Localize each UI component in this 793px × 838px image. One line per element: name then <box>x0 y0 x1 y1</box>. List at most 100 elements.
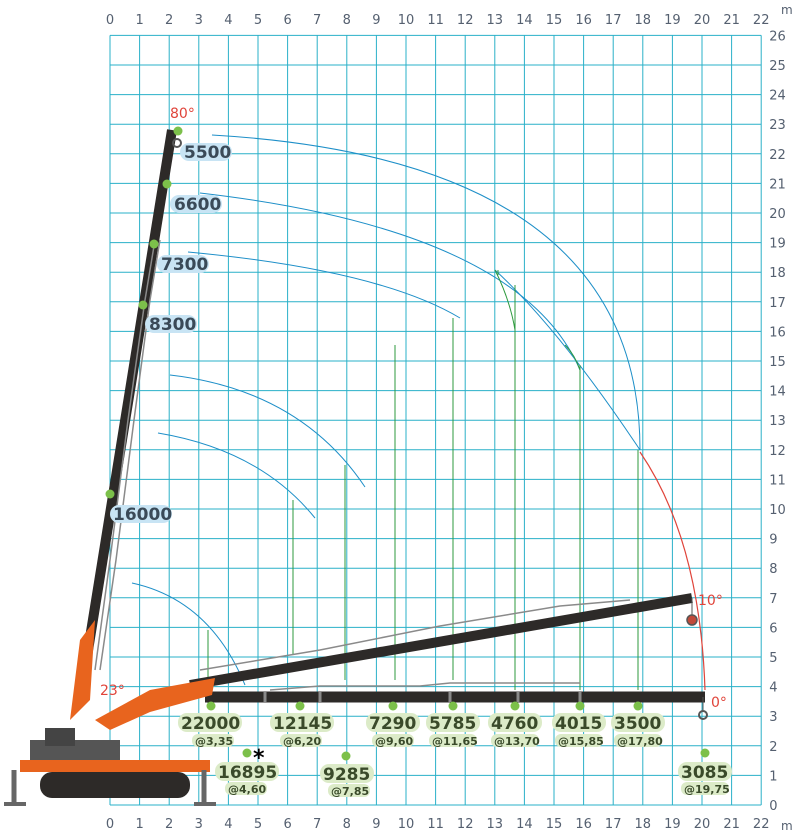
x-tick-top: 11 <box>427 13 444 28</box>
load-12145: 12145 <box>273 714 332 734</box>
capacity-5500: 5500 <box>184 143 231 163</box>
y-tick: 24 <box>769 89 786 104</box>
y-tick: 15 <box>769 355 786 370</box>
radius-3-35: @3,35 <box>195 735 233 748</box>
y-tick: 8 <box>769 562 777 577</box>
y-tick: 9 <box>769 533 777 548</box>
x-tick-bottom: 1 <box>135 817 143 832</box>
y-tick: 6 <box>769 621 777 636</box>
y-tick: 17 <box>769 296 786 311</box>
y-tick: 20 <box>769 207 786 222</box>
x-tick-top: 5 <box>254 13 262 28</box>
x-tick-bottom: 13 <box>487 817 504 832</box>
x-tick-bottom: 9 <box>372 817 380 832</box>
crane-body <box>4 620 216 806</box>
load-point-dot <box>138 300 148 310</box>
x-tick-bottom: 20 <box>694 817 711 832</box>
load-point-dot <box>242 748 252 758</box>
x-unit-label: m <box>781 819 793 833</box>
x-tick-top: 2 <box>165 13 173 28</box>
load-point-dot <box>633 701 643 711</box>
x-tick-bottom: 22 <box>753 817 770 832</box>
x-tick-bottom: 16 <box>575 817 592 832</box>
radius-15-85: @15,85 <box>558 735 604 748</box>
x-tick-bottom: 11 <box>427 817 444 832</box>
x-axis-top: 0 1 2 3 4 5 6 7 8 9 10 11 12 13 14 15 16 17 18 19 20 21 22 <box>106 13 770 28</box>
load-16895: 16895 <box>218 763 277 783</box>
y-tick: 26 <box>769 29 786 44</box>
x-tick-top: 17 <box>605 13 622 28</box>
load-4760: 4760 <box>491 714 538 734</box>
capacity-8300: 8300 <box>149 315 196 335</box>
reach-arc <box>199 192 581 371</box>
x-tick-top: 9 <box>372 13 380 28</box>
x-tick-top: 13 <box>487 13 504 28</box>
x-tick-top: 16 <box>575 13 592 28</box>
reach-arc <box>211 134 641 451</box>
reach-arc <box>187 251 461 319</box>
y-tick: 14 <box>769 385 786 400</box>
y-tick: 7 <box>769 592 777 607</box>
x-tick-top: 7 <box>313 13 321 28</box>
load-3500: 3500 <box>614 714 661 734</box>
load-point-dot <box>173 126 183 136</box>
x-tick-top: 22 <box>753 13 770 28</box>
radius-4-60: @4,60 <box>228 783 266 796</box>
capacity-6600: 6600 <box>174 195 221 215</box>
radius-drop-lines <box>207 269 639 705</box>
x-tick-bottom: 8 <box>343 817 351 832</box>
load-point-dot <box>149 239 159 249</box>
load-point-dot <box>206 701 216 711</box>
angle-23-label: 23° <box>100 683 125 699</box>
x-tick-top: 10 <box>398 13 415 28</box>
grid <box>109 34 762 806</box>
reach-arcs <box>131 134 641 686</box>
radius-11-65: @11,65 <box>432 735 478 748</box>
angle-10-label: 10° <box>698 593 723 609</box>
y-tick: 21 <box>769 177 786 192</box>
x-tick-top: 4 <box>224 13 232 28</box>
x-tick-bottom: 3 <box>195 817 203 832</box>
boom-10deg <box>189 593 698 690</box>
y-tick: 10 <box>769 503 786 518</box>
x-tick-top: 6 <box>283 13 291 28</box>
load-point-dot <box>162 179 172 189</box>
angle-80-label: 80° <box>170 106 195 122</box>
y-tick: 25 <box>769 59 786 74</box>
x-tick-bottom: 4 <box>224 817 232 832</box>
y-tick: 13 <box>769 414 786 429</box>
load-points <box>105 126 710 761</box>
reach-arc <box>494 269 641 451</box>
load-point-dot <box>700 748 710 758</box>
reach-arc <box>157 432 316 519</box>
x-tick-bottom: 6 <box>283 817 291 832</box>
y-tick: 1 <box>769 769 777 784</box>
x-tick-top: 14 <box>516 13 533 28</box>
x-tick-top: 18 <box>635 13 652 28</box>
x-tick-top: 3 <box>195 13 203 28</box>
x-tick-bottom: 10 <box>398 817 415 832</box>
x-tick-top: 8 <box>343 13 351 28</box>
load-point-dot <box>448 701 458 711</box>
reach-arc <box>131 582 246 686</box>
x-tick-top: 0 <box>106 13 114 28</box>
x-tick-top: 15 <box>546 13 563 28</box>
y-tick: 5 <box>769 651 777 666</box>
angle-0-label: 0° <box>711 695 727 711</box>
radius-19-75: @19,75 <box>684 783 730 796</box>
x-tick-bottom: 2 <box>165 817 173 832</box>
x-tick-bottom: 19 <box>664 817 681 832</box>
x-tick-top: 19 <box>664 13 681 28</box>
radius-17-80: @17,80 <box>617 735 663 748</box>
x-tick-top: 1 <box>135 13 143 28</box>
y-tick: 18 <box>769 266 786 281</box>
max-reach-arc <box>639 451 706 691</box>
load-point-dot <box>575 701 585 711</box>
load-point-dot <box>510 701 520 711</box>
y-tick: 0 <box>769 799 777 814</box>
y-tick: 22 <box>769 148 786 163</box>
radius-7-85: @7,85 <box>331 785 369 798</box>
load-point-dot <box>388 701 398 711</box>
x-tick-bottom: 0 <box>106 817 114 832</box>
reach-arc <box>169 374 366 488</box>
